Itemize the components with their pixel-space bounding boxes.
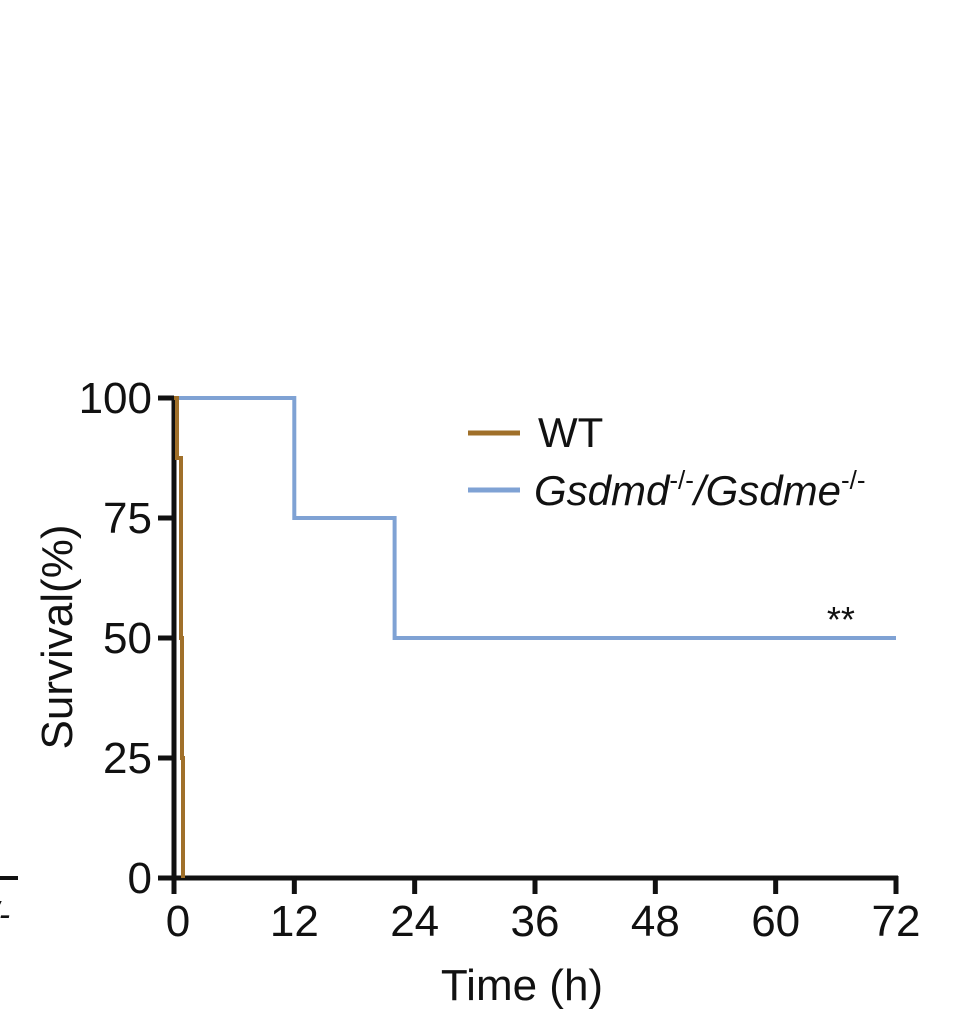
x-tick-label-24: 24 (390, 897, 439, 946)
x-tick-label-0: 0 (166, 897, 190, 946)
series-line-wt (174, 396, 185, 878)
x-tick-label-60: 60 (751, 897, 800, 946)
x-axis-title: Time (h) (441, 961, 603, 1010)
legend-label-ko-sup2: -/- (841, 465, 866, 495)
y-tick-label-100: 100 (79, 374, 152, 423)
y-tick-label-0: 0 (128, 854, 152, 903)
y-tick-label-25: 25 (103, 734, 152, 783)
y-axis-title: Survival(%) (33, 525, 82, 750)
x-tick-label-36: 36 (511, 897, 560, 946)
legend-label-wt: WT (538, 409, 603, 456)
x-ticks: 0 12 24 36 48 60 72 (166, 876, 921, 946)
annotation-layer: ** (827, 599, 855, 640)
series-line-gsdmd-gsdme-ko (174, 396, 896, 640)
y-tick-label-50: 50 (103, 614, 152, 663)
legend-label-ko: Gsdmd-/-/Gsdme-/- (534, 465, 866, 514)
y-ticks: 0 25 50 75 100 (79, 374, 174, 903)
x-tick-label-12: 12 (270, 897, 319, 946)
legend: WT Gsdmd-/-/Gsdme-/- (468, 409, 866, 514)
edge-fragment-text: -/- (0, 896, 10, 934)
legend-label-ko-sup1: -/- (669, 465, 694, 495)
series-layer (174, 396, 896, 878)
legend-label-ko-part2: /Gsdme (691, 467, 841, 514)
x-tick-label-48: 48 (631, 897, 680, 946)
legend-label-ko-part1: Gsdmd (534, 467, 671, 514)
y-tick-label-75: 75 (103, 494, 152, 543)
x-tick-label-72: 72 (872, 897, 921, 946)
significance-annotation: ** (827, 599, 855, 640)
